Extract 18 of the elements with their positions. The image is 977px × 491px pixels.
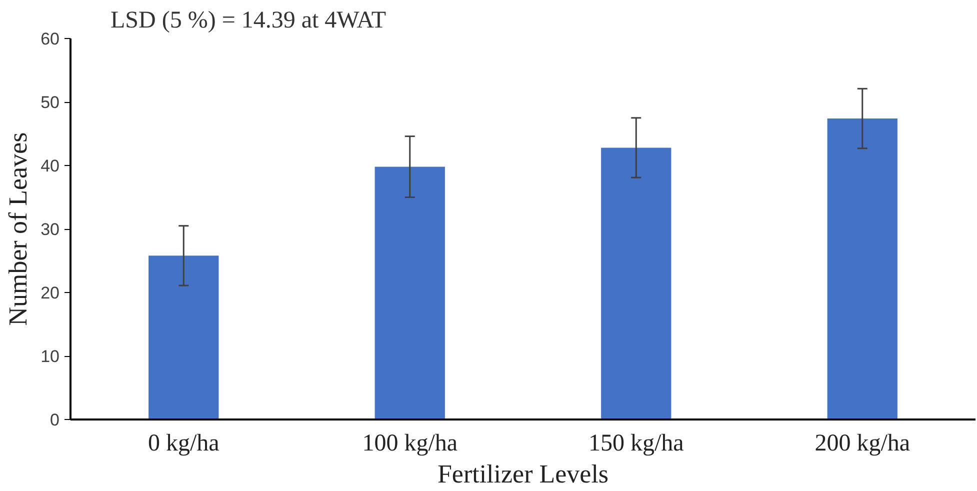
y-tick-label: 10	[40, 347, 60, 366]
bar	[148, 256, 219, 420]
chart-title: LSD (5 %) = 14.39 at 4WAT	[110, 8, 386, 34]
x-tick-label: 200 kg/ha	[814, 430, 910, 456]
y-axis-title: Number of Leaves	[4, 132, 33, 326]
y-tick-label: 50	[40, 93, 60, 112]
bar	[601, 148, 672, 420]
y-tick-label: 30	[40, 220, 60, 239]
x-axis-title: Fertilizer Levels	[437, 460, 609, 488]
x-tick-label: 150 kg/ha	[588, 430, 684, 456]
bar	[827, 118, 898, 420]
y-tick-label: 60	[40, 30, 60, 48]
y-tick-label: 40	[40, 156, 60, 176]
y-tick-label: 0	[50, 410, 60, 430]
y-tick-label: 20	[40, 284, 60, 302]
x-tick-label: 100 kg/ha	[362, 430, 458, 456]
bar	[374, 166, 445, 420]
x-tick-label: 0 kg/ha	[148, 430, 220, 456]
